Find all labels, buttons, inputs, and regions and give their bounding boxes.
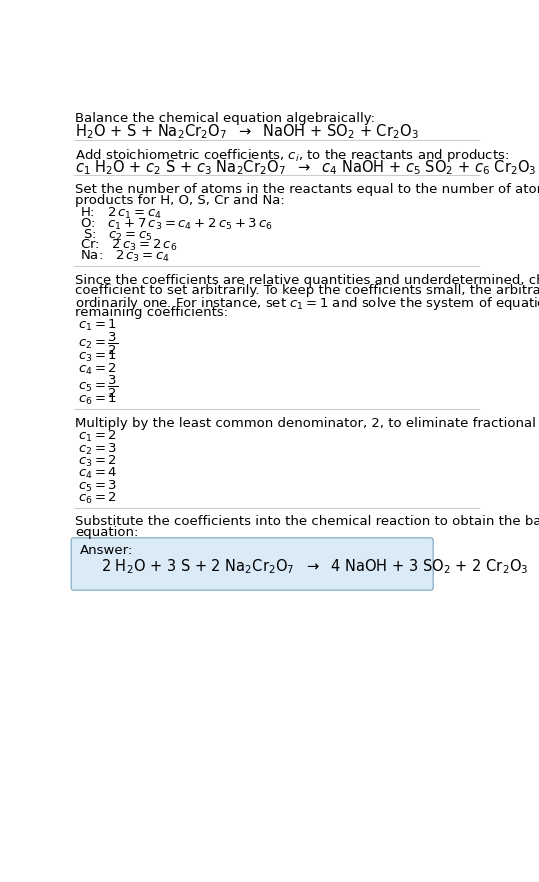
Text: equation:: equation: (75, 527, 139, 539)
Text: 2 H$_2$O + 3 S + 2 Na$_2$Cr$_2$O$_7$  $\rightarrow$  4 NaOH + 3 SO$_2$ + 2 Cr$_2: 2 H$_2$O + 3 S + 2 Na$_2$Cr$_2$O$_7$ $\r… (101, 557, 528, 576)
Text: products for H, O, S, Cr and Na:: products for H, O, S, Cr and Na: (75, 194, 285, 206)
Text: O:   $c_1 + 7\,c_3 = c_4 + 2\,c_5 + 3\,c_6$: O: $c_1 + 7\,c_3 = c_4 + 2\,c_5 + 3\,c_6… (80, 217, 273, 232)
Text: remaining coefficients:: remaining coefficients: (75, 306, 228, 319)
Text: $c_1 = 2$: $c_1 = 2$ (78, 430, 117, 445)
Text: coefficient to set arbitrarily. To keep the coefficients small, the arbitrary va: coefficient to set arbitrarily. To keep … (75, 285, 539, 297)
Text: Multiply by the least common denominator, 2, to eliminate fractional coefficient: Multiply by the least common denominator… (75, 417, 539, 430)
Text: Balance the chemical equation algebraically:: Balance the chemical equation algebraica… (75, 112, 375, 125)
Text: $c_4 = 2$: $c_4 = 2$ (78, 362, 117, 377)
Text: $c_3 = 1$: $c_3 = 1$ (78, 349, 118, 364)
Text: $c_1 = 1$: $c_1 = 1$ (78, 318, 118, 333)
Text: Answer:: Answer: (80, 544, 133, 557)
Text: Cr:   $2\,c_3 = 2\,c_6$: Cr: $2\,c_3 = 2\,c_6$ (80, 238, 177, 253)
Text: $c_6 = 1$: $c_6 = 1$ (78, 392, 118, 407)
Text: $c_3 = 2$: $c_3 = 2$ (78, 454, 117, 469)
Text: H$_2$O + S + Na$_2$Cr$_2$O$_7$  $\rightarrow$  NaOH + SO$_2$ + Cr$_2$O$_3$: H$_2$O + S + Na$_2$Cr$_2$O$_7$ $\rightar… (75, 123, 419, 141)
Text: $c_4 = 4$: $c_4 = 4$ (78, 467, 118, 482)
Text: $c_2 = \dfrac{3}{2}$: $c_2 = \dfrac{3}{2}$ (78, 331, 119, 357)
Text: Add stoichiometric coefficients, $c_i$, to the reactants and products:: Add stoichiometric coefficients, $c_i$, … (75, 147, 509, 164)
Text: H:   $2\,c_1 = c_4$: H: $2\,c_1 = c_4$ (80, 206, 162, 221)
Text: Na:   $2\,c_3 = c_4$: Na: $2\,c_3 = c_4$ (80, 249, 170, 265)
Text: $c_5 = 3$: $c_5 = 3$ (78, 479, 118, 494)
Text: ordinarily one. For instance, set $c_1 = 1$ and solve the system of equations fo: ordinarily one. For instance, set $c_1 =… (75, 295, 539, 312)
Text: S:   $c_2 = c_5$: S: $c_2 = c_5$ (83, 228, 153, 243)
Text: $c_2 = 3$: $c_2 = 3$ (78, 442, 118, 457)
Text: $c_5 = \dfrac{3}{2}$: $c_5 = \dfrac{3}{2}$ (78, 374, 119, 400)
Text: Set the number of atoms in the reactants equal to the number of atoms in the: Set the number of atoms in the reactants… (75, 183, 539, 196)
Text: $c_6 = 2$: $c_6 = 2$ (78, 491, 117, 506)
FancyBboxPatch shape (71, 538, 433, 590)
Text: Since the coefficients are relative quantities and underdetermined, choose a: Since the coefficients are relative quan… (75, 273, 539, 287)
Text: Substitute the coefficients into the chemical reaction to obtain the balanced: Substitute the coefficients into the che… (75, 515, 539, 528)
Text: $c_1$ H$_2$O + $c_2$ S + $c_3$ Na$_2$Cr$_2$O$_7$  $\rightarrow$  $c_4$ NaOH + $c: $c_1$ H$_2$O + $c_2$ S + $c_3$ Na$_2$Cr$… (75, 158, 537, 177)
